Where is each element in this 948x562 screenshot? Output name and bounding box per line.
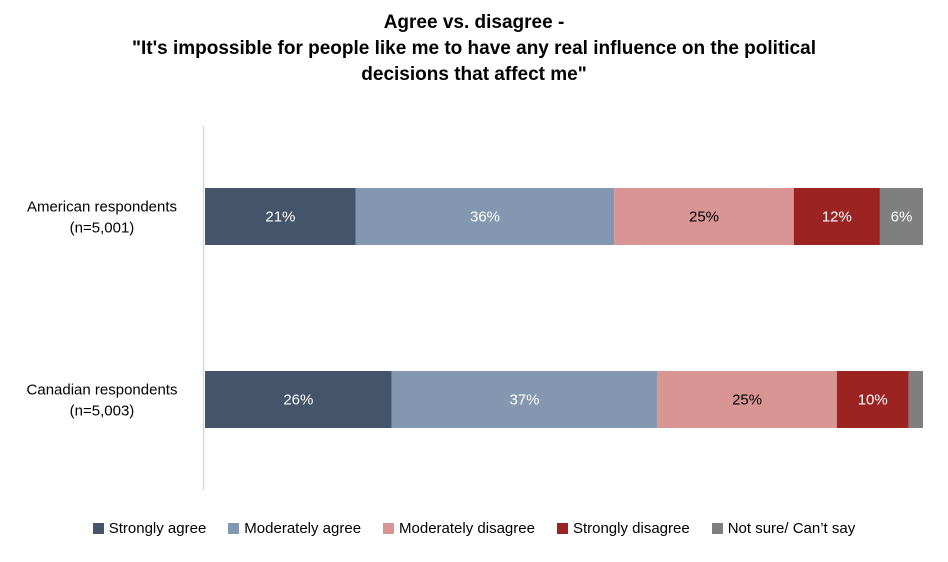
legend-label: Moderately disagree xyxy=(399,520,535,537)
data-label: 10% xyxy=(858,392,888,409)
bar-segment xyxy=(355,188,615,245)
data-label: 37% xyxy=(509,392,539,409)
data-label: 6% xyxy=(891,209,913,226)
category-label: (n=5,001) xyxy=(70,220,135,237)
data-label: 25% xyxy=(732,392,762,409)
legend: Strongly agree Moderately agree Moderately… xyxy=(0,520,948,537)
bar-segment xyxy=(793,188,880,245)
legend-item: Not sure/ Can’t say xyxy=(711,520,856,537)
legend-label: Not sure/ Can’t say xyxy=(727,520,856,537)
legend-label: Strongly disagree xyxy=(572,520,690,537)
bar-segment xyxy=(836,371,909,428)
data-label: 36% xyxy=(470,209,500,226)
data-label: 12% xyxy=(822,209,852,226)
category-label: Canadian respondents xyxy=(27,382,178,399)
legend-item: Moderately agree xyxy=(228,520,361,537)
bar-segment xyxy=(657,371,837,428)
category-label: American respondents xyxy=(27,199,177,216)
legend-swatch xyxy=(556,523,568,534)
bar-segment xyxy=(205,371,392,428)
category-label: (n=5,003) xyxy=(70,403,135,420)
data-label: 26% xyxy=(283,392,313,409)
bar-segment xyxy=(391,371,658,428)
legend-swatch xyxy=(228,523,240,534)
legend-label: Moderately agree xyxy=(244,520,362,537)
legend-item: Strongly agree xyxy=(92,520,207,537)
chart-title-line-1: Agree vs. disagree - xyxy=(383,12,565,33)
legend-swatch xyxy=(711,523,723,534)
legend-label: Strongly agree xyxy=(108,520,207,537)
chart-title: Agree vs. disagree - "It's impossible fo… xyxy=(0,10,948,88)
data-label: 25% xyxy=(689,209,719,226)
chart-title-line-2: "It's impossible for people like me to h… xyxy=(132,38,816,59)
bar-segment xyxy=(205,188,356,245)
legend-swatch xyxy=(383,523,395,534)
legend-item: Strongly disagree xyxy=(556,520,690,537)
chart-title-line-3: decisions that affect me" xyxy=(361,64,587,85)
legend-item: Moderately disagree xyxy=(383,520,535,537)
bar-segment xyxy=(879,188,923,245)
bar-segment xyxy=(614,188,794,245)
data-label: 21% xyxy=(265,209,295,226)
legend-swatch xyxy=(92,523,104,534)
bar-segment xyxy=(908,371,923,428)
